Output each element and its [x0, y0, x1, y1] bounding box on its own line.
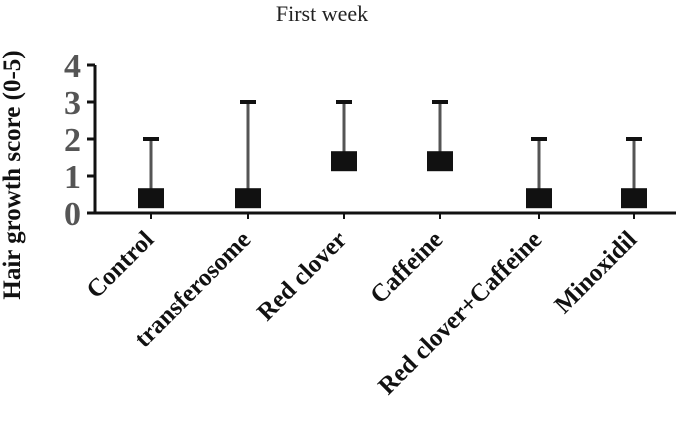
x-tick-label: Control [82, 226, 160, 304]
y-tick-label: 3 [64, 85, 81, 122]
y-tick-label: 0 [64, 196, 81, 233]
x-tick-label: Red clover [252, 226, 352, 326]
x-tick-label: Red clover+Caffeine [373, 226, 547, 400]
error-bars [143, 100, 642, 199]
data-point-marker [138, 188, 164, 209]
data-point-marker [427, 151, 453, 172]
x-tick-label: Caffeine [365, 226, 448, 309]
y-tick-label: 1 [64, 159, 81, 196]
y-tick-label: 2 [64, 122, 81, 159]
markers [138, 151, 647, 209]
data-point-marker [621, 188, 647, 209]
data-point-marker [331, 151, 357, 172]
axes [93, 65, 676, 215]
y-tick-label: 4 [64, 48, 81, 85]
y-axis-label: Hair growth score (0-5) [0, 50, 26, 299]
chart-title: First week [276, 1, 368, 26]
x-tick-label: Minoxidil [549, 226, 642, 319]
data-point-marker [235, 188, 261, 209]
data-point-marker [526, 188, 552, 209]
